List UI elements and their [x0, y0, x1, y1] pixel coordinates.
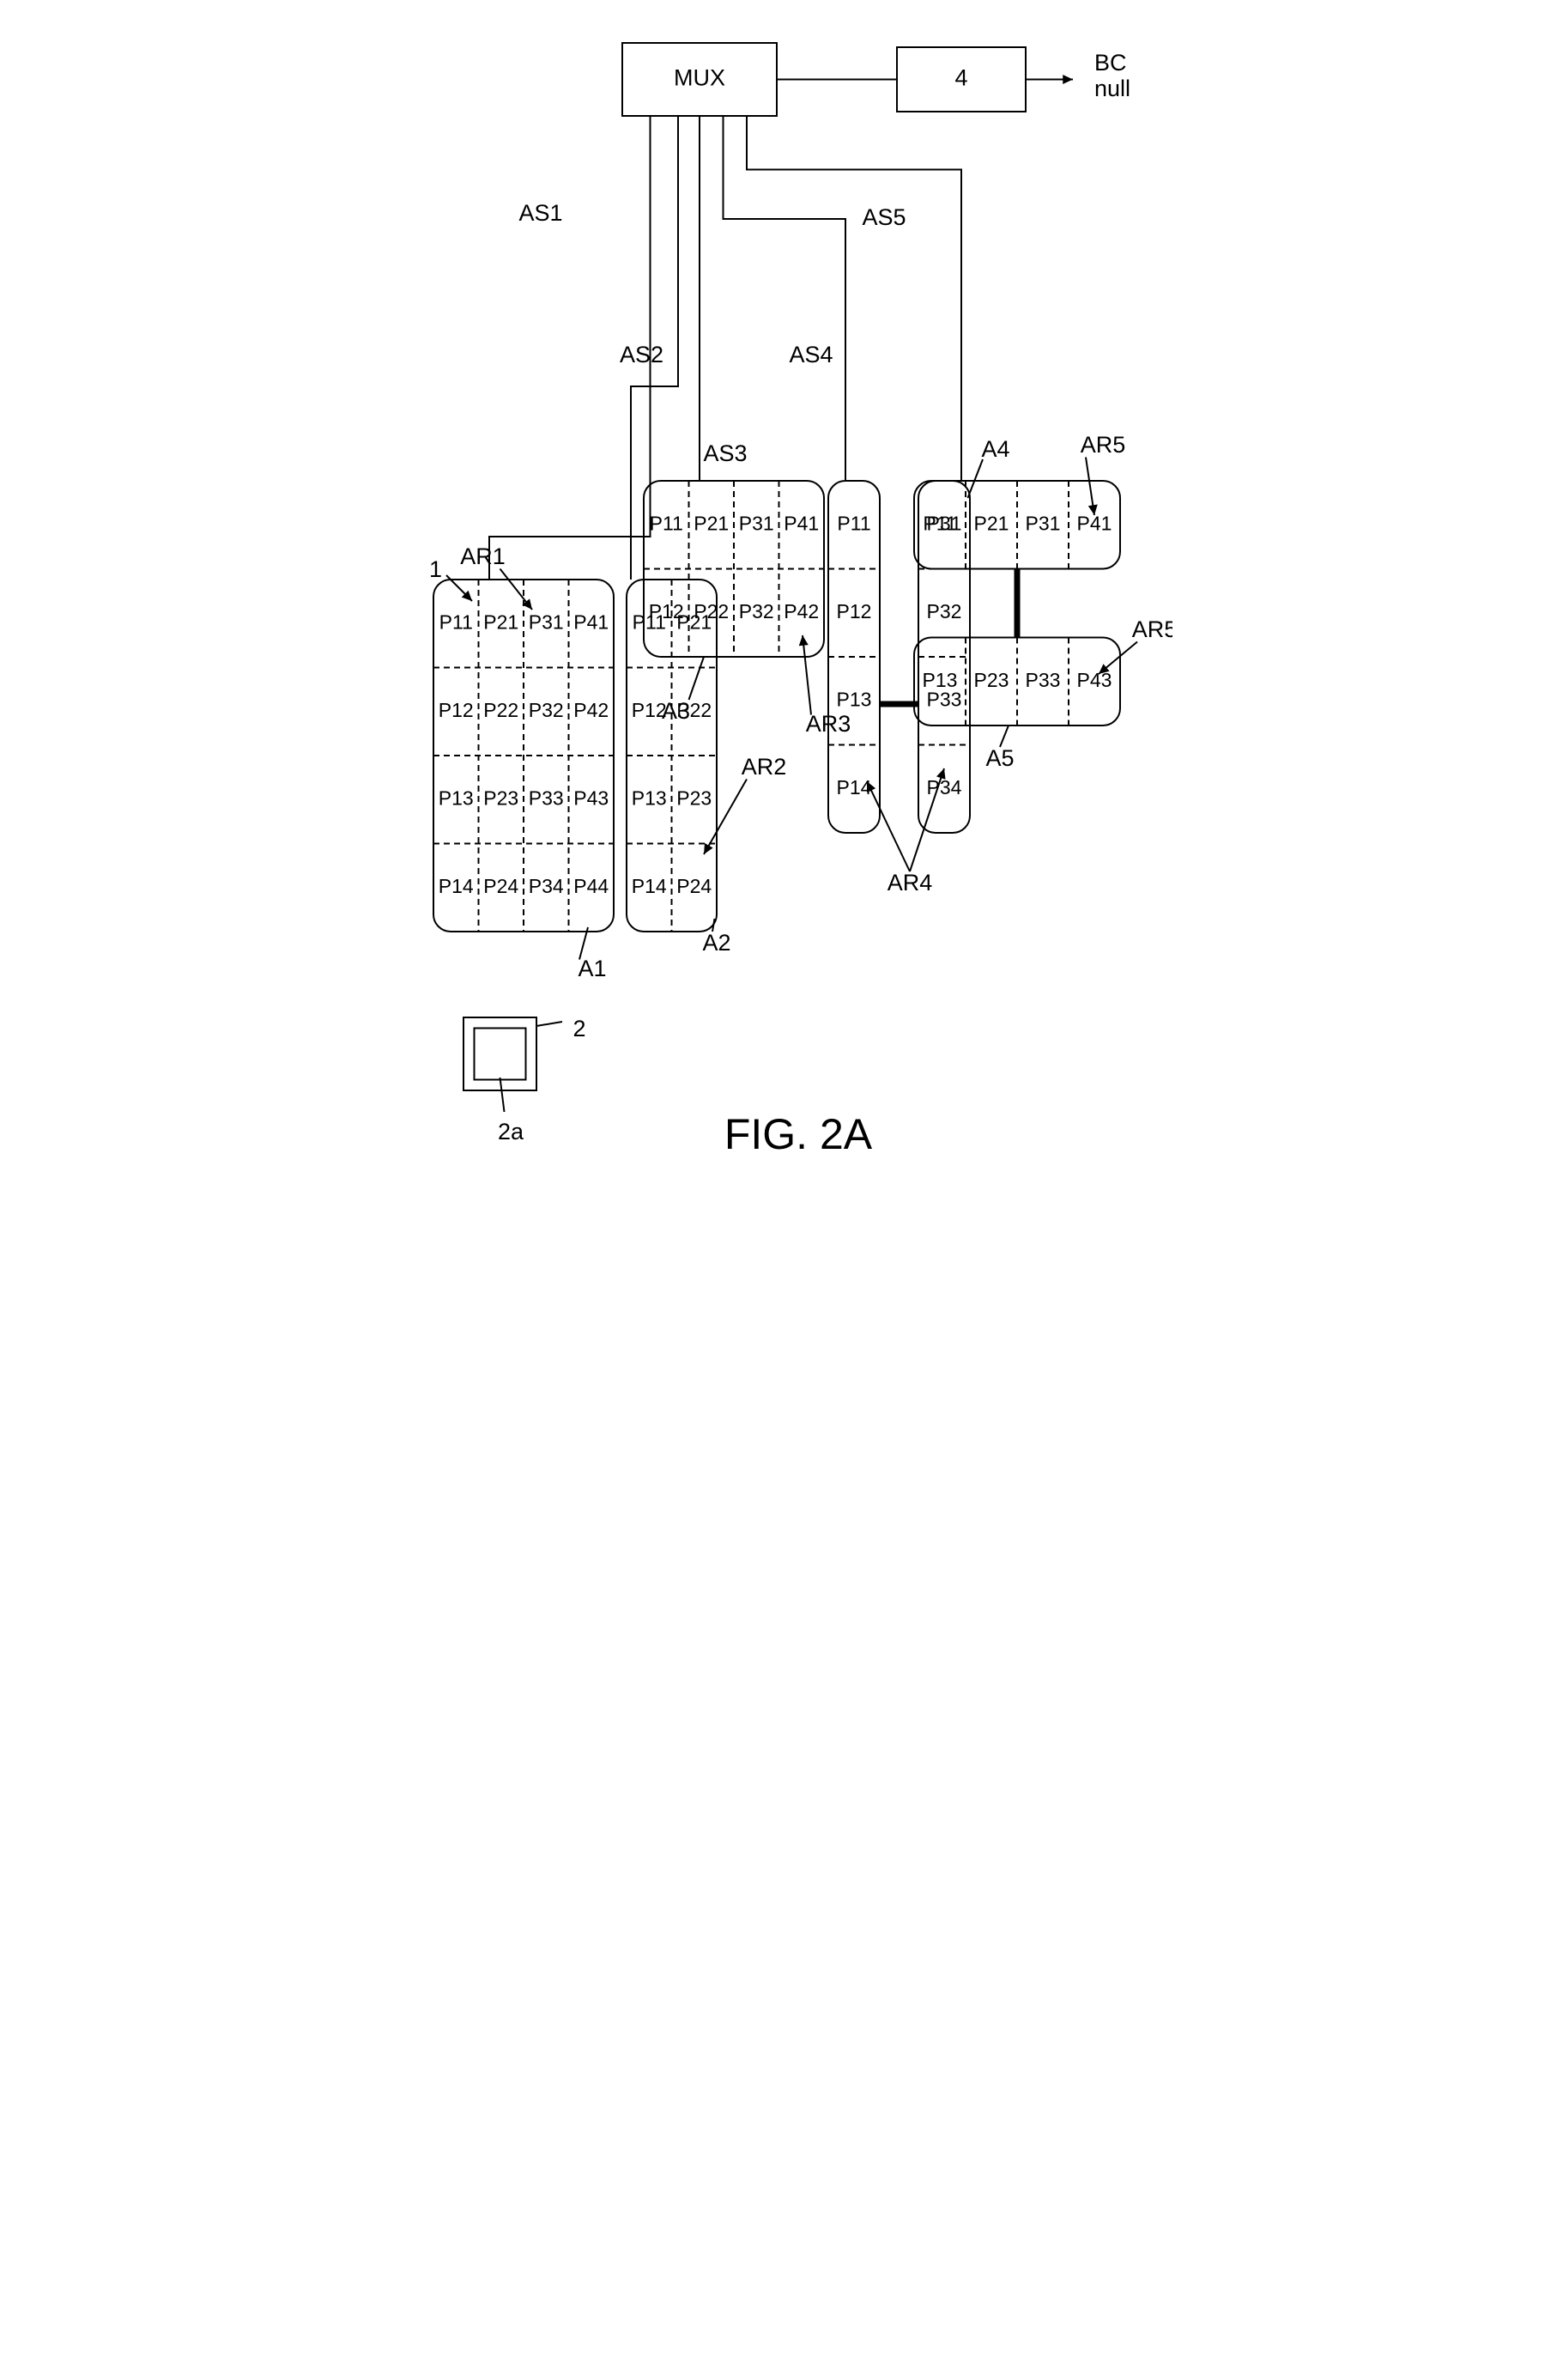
a3-cell: P42 [785, 600, 820, 622]
bc-label: null [1094, 76, 1130, 101]
a1-cell: P22 [484, 699, 519, 721]
ar5-label-1: AR5 [1132, 616, 1172, 642]
a2-cell: P13 [632, 786, 667, 809]
a2-cell: P23 [677, 786, 712, 809]
AS5: AS5 [863, 204, 906, 230]
a1-label: A1 [579, 956, 607, 981]
a4b-cell: P33 [927, 688, 962, 710]
a5a-cell: P41 [1077, 512, 1112, 534]
a4a-cell: P11 [838, 512, 871, 534]
a5b-cell: P33 [1026, 669, 1061, 691]
ar2-label: AR2 [742, 754, 787, 780]
a1-cell: P33 [529, 786, 564, 809]
a1-cell: P44 [574, 875, 609, 897]
a3-cell: P41 [785, 512, 820, 534]
a1-cell: P12 [439, 699, 474, 721]
a5-label: A5 [986, 745, 1015, 771]
a1-cell: P43 [574, 786, 609, 809]
a5b-cell: P23 [974, 669, 1009, 691]
box-4-label: 4 [955, 65, 968, 91]
AS4: AS4 [790, 342, 833, 367]
a1-cell: P13 [439, 786, 474, 809]
legend-2: 2 [573, 1016, 586, 1041]
a3-cell: P11 [650, 512, 683, 534]
a1-cell: P41 [574, 610, 609, 633]
a4b-cell: P34 [927, 776, 962, 798]
a4-label: A4 [982, 436, 1010, 462]
a1-cell: P11 [439, 610, 473, 633]
a3-cell: P22 [694, 600, 730, 622]
a5a-cell: P21 [974, 512, 1009, 534]
a1-cell: P23 [484, 786, 519, 809]
a2-label: A2 [703, 930, 731, 956]
a4a-cell: P12 [837, 600, 872, 622]
ar5-label-0: AR5 [1081, 432, 1126, 458]
a3-label: A3 [662, 698, 690, 724]
ar4-label: AR4 [888, 870, 933, 896]
a3-cell: P21 [694, 512, 730, 534]
a5b-cell: P13 [923, 669, 958, 691]
a3-cell: P12 [649, 600, 684, 622]
a1-cell: P34 [529, 875, 564, 897]
a1-cell: P21 [484, 610, 519, 633]
mux-label: MUX [674, 65, 725, 91]
a5b-cell: P43 [1077, 669, 1112, 691]
AS1: AS1 [519, 200, 563, 226]
a4a-cell: P13 [837, 688, 872, 710]
one-label: 1 [429, 556, 442, 582]
a5a-cell: P11 [924, 512, 957, 534]
a2-cell: P14 [632, 875, 667, 897]
a5a-cell: P31 [1026, 512, 1061, 534]
a2-cell: P24 [677, 875, 712, 897]
legend-2a: 2a [498, 1119, 524, 1144]
a1-cell: P24 [484, 875, 519, 897]
a1-cell: P31 [529, 610, 564, 633]
a1-cell: P32 [529, 699, 564, 721]
bc-label: BC [1094, 50, 1127, 76]
AS2: AS2 [620, 342, 663, 367]
a4b-cell: P32 [927, 600, 962, 622]
a3-cell: P32 [739, 600, 774, 622]
ar1-label: AR1 [460, 543, 506, 569]
AS3: AS3 [704, 440, 748, 466]
figure-caption: FIG. 2A [724, 1110, 873, 1158]
a1-cell: P14 [439, 875, 474, 897]
a3-cell: P31 [739, 512, 774, 534]
a1-cell: P42 [574, 699, 609, 721]
a4a-cell: P14 [837, 776, 872, 798]
